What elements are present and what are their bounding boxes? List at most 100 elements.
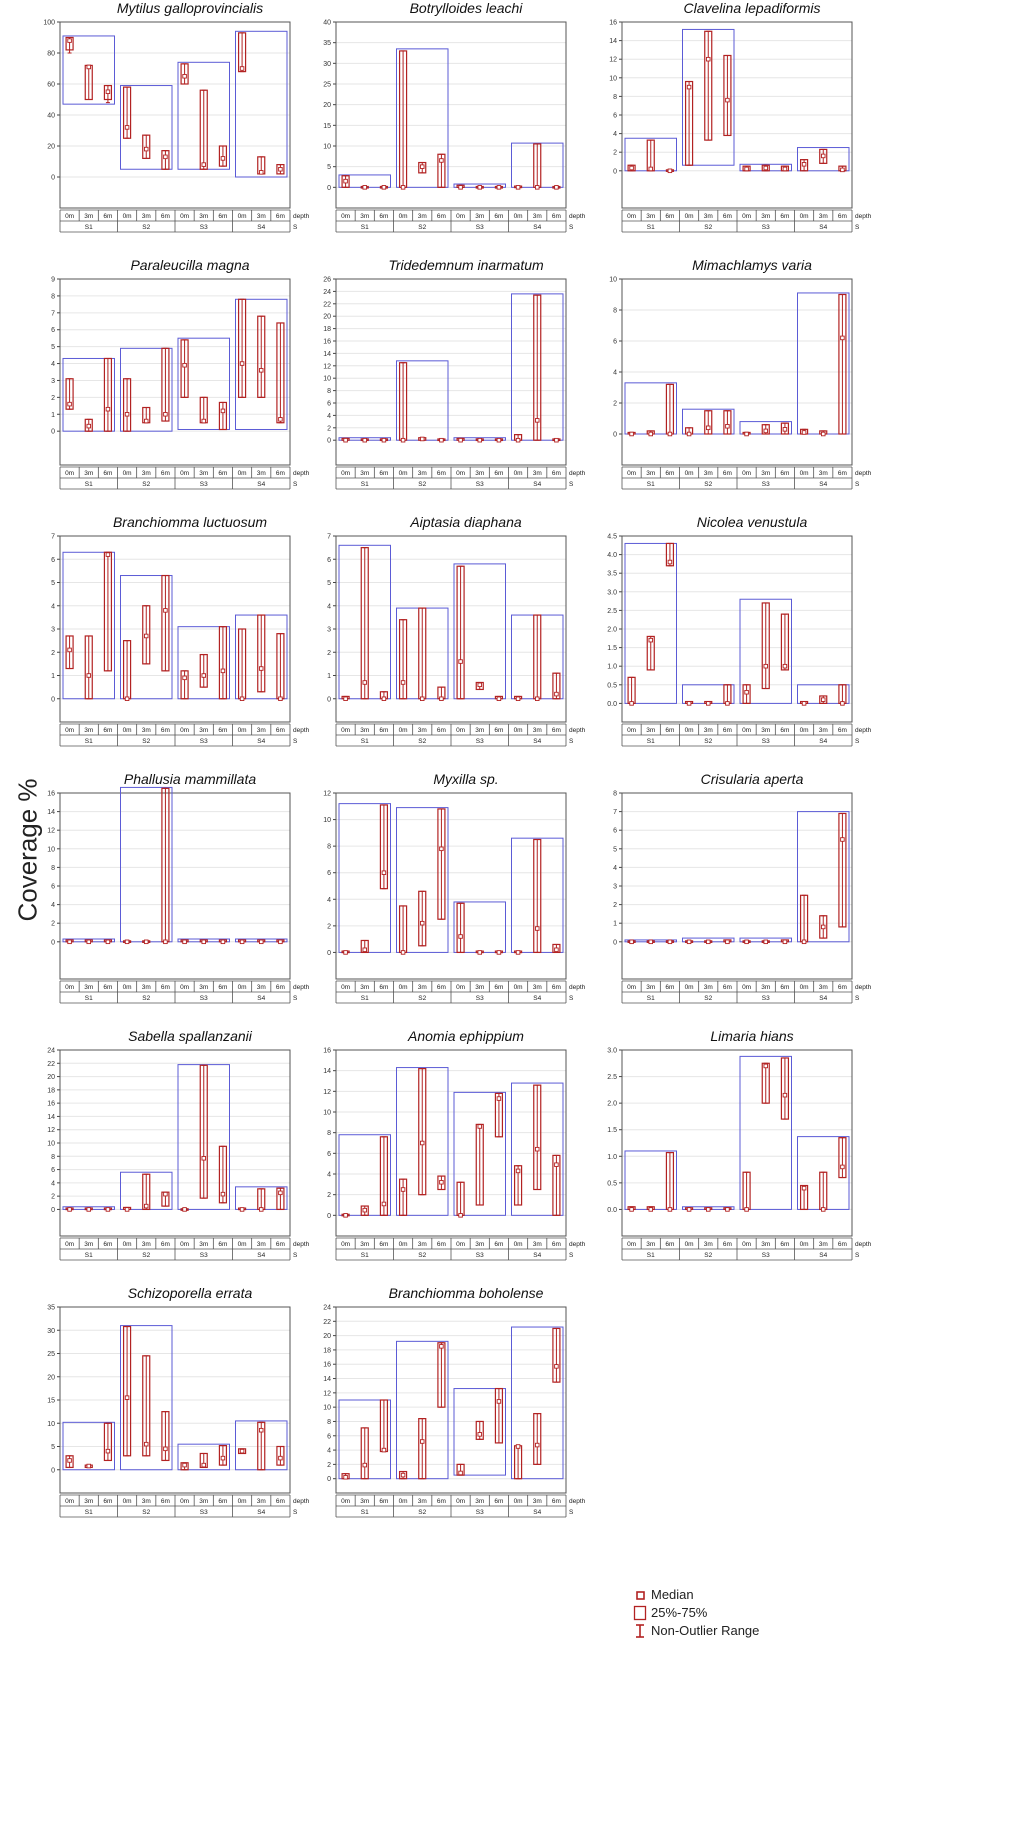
y-tick-label: 15 [47, 1398, 55, 1405]
median-marker [554, 1162, 559, 1167]
median-marker [667, 1207, 673, 1212]
median-marker [686, 431, 692, 437]
iqr-box [65, 635, 74, 670]
iqr-box [180, 339, 189, 398]
site-axis-label: S [569, 481, 574, 488]
site-axis-label: S [293, 481, 298, 488]
iqr-box [237, 298, 247, 398]
depth-label: 6m [276, 1241, 285, 1248]
median-marker [496, 1399, 502, 1404]
legend-range-label: Non-Outlier Range [651, 1623, 760, 1638]
depth-label: 6m [552, 470, 561, 477]
depth-label: 0m [685, 470, 694, 477]
iqr-box [65, 1455, 74, 1469]
depth-label: 0m [399, 727, 408, 734]
y-tick-label: 2.5 [607, 1074, 617, 1081]
depth-label: 6m [103, 213, 112, 220]
median-marker [744, 1207, 749, 1212]
iqr-box [276, 322, 285, 424]
chart-svg: 0 1 2 3 4 5 6 7 0m 3m 6m S1 0m 3m 6m S2 0m 3m 6m S3 0m 3m 6m S4… [327, 534, 586, 747]
y-tick-label: 3 [51, 378, 55, 385]
depth-label: 0m [685, 984, 694, 991]
y-tick-label: 15 [323, 123, 331, 130]
site-label: S1 [647, 481, 655, 488]
iqr-box [161, 150, 170, 170]
y-tick-label: 18 [323, 326, 331, 333]
median-marker [705, 1207, 711, 1212]
depth-label: 6m [437, 984, 446, 991]
depth-label: 0m [341, 984, 350, 991]
y-tick-label: 6 [327, 557, 331, 564]
depth-label: 0m [65, 1498, 74, 1505]
y-tick-label: 24 [323, 289, 331, 296]
depth-label: 3m [533, 1498, 542, 1505]
depth-label: 0m [685, 1241, 694, 1248]
depth-label: 6m [379, 984, 388, 991]
y-tick-label: 14 [323, 1376, 331, 1383]
site-label: S4 [819, 1252, 827, 1259]
median-marker [278, 1455, 283, 1461]
site-label: S2 [418, 1252, 426, 1259]
site-label: S4 [257, 995, 265, 1002]
chart-panel: Mimachlamys varia 0 2 4 6 8 10 0m 3m 6m S1 0m 3m 6m S2… [592, 257, 882, 557]
site-box [338, 803, 391, 953]
depth-label: 3m [704, 727, 713, 734]
y-tick-label: 14 [47, 809, 55, 816]
median-marker [343, 437, 348, 443]
depth-label: 3m [704, 984, 713, 991]
depth-label: 6m [437, 1241, 446, 1248]
y-tick-label: 6 [613, 113, 617, 120]
median-marker [439, 1344, 444, 1349]
plot-frame [621, 1049, 853, 1237]
median-marker [67, 1207, 72, 1212]
median-marker [725, 97, 730, 103]
site-label: S2 [704, 481, 712, 488]
depth-label: 3m [199, 470, 208, 477]
y-tick-label: 4 [327, 603, 331, 610]
iqr-box [142, 1173, 151, 1211]
median-marker [239, 696, 245, 701]
median-marker [258, 666, 264, 671]
y-tick-label: 25 [47, 1351, 55, 1358]
y-tick-label: 80 [47, 51, 55, 58]
iqr-box [65, 36, 74, 51]
y-tick-label: 1 [613, 921, 617, 928]
site-axis-label: S [855, 481, 860, 488]
depth-label: 3m [257, 470, 266, 477]
depth-label: 6m [494, 1498, 503, 1505]
depth-label: 0m [180, 727, 189, 734]
y-tick-label: 3.5 [607, 571, 617, 578]
median-marker [124, 1207, 130, 1212]
median-marker [400, 680, 406, 685]
y-tick-label: 5 [613, 846, 617, 853]
y-tick-label: 2 [327, 650, 331, 657]
depth-label: 3m [360, 727, 369, 734]
iqr-box [684, 80, 694, 166]
plot-frame [621, 278, 853, 466]
iqr-box [723, 54, 732, 137]
depth-label: 3m [84, 1498, 93, 1505]
site-label: S1 [361, 738, 369, 745]
y-tick-label: 6 [327, 1433, 331, 1440]
depth-label: 3m [418, 984, 427, 991]
depth-label: 3m [704, 1241, 713, 1248]
y-tick-label: 3 [327, 627, 331, 634]
site-label: S3 [762, 995, 770, 1002]
depth-label: 0m [514, 1498, 523, 1505]
median-marker [725, 939, 730, 945]
chart-title: Phallusia mammillata [123, 771, 257, 787]
depth-label: 0m [742, 1241, 751, 1248]
depth-label: 6m [838, 213, 847, 220]
depth-label: 3m [418, 213, 427, 220]
site-label: S1 [361, 224, 369, 231]
y-tick-label: 24 [47, 1048, 55, 1055]
depth-label: 3m [475, 470, 484, 477]
median-marker [201, 162, 206, 167]
y-tick-label: 1.5 [607, 645, 617, 652]
median-marker [496, 1096, 502, 1101]
y-tick-label: 20 [323, 102, 331, 109]
site-label: S3 [476, 1252, 484, 1259]
depth-label: 6m [379, 1241, 388, 1248]
median-marker [343, 1213, 348, 1218]
